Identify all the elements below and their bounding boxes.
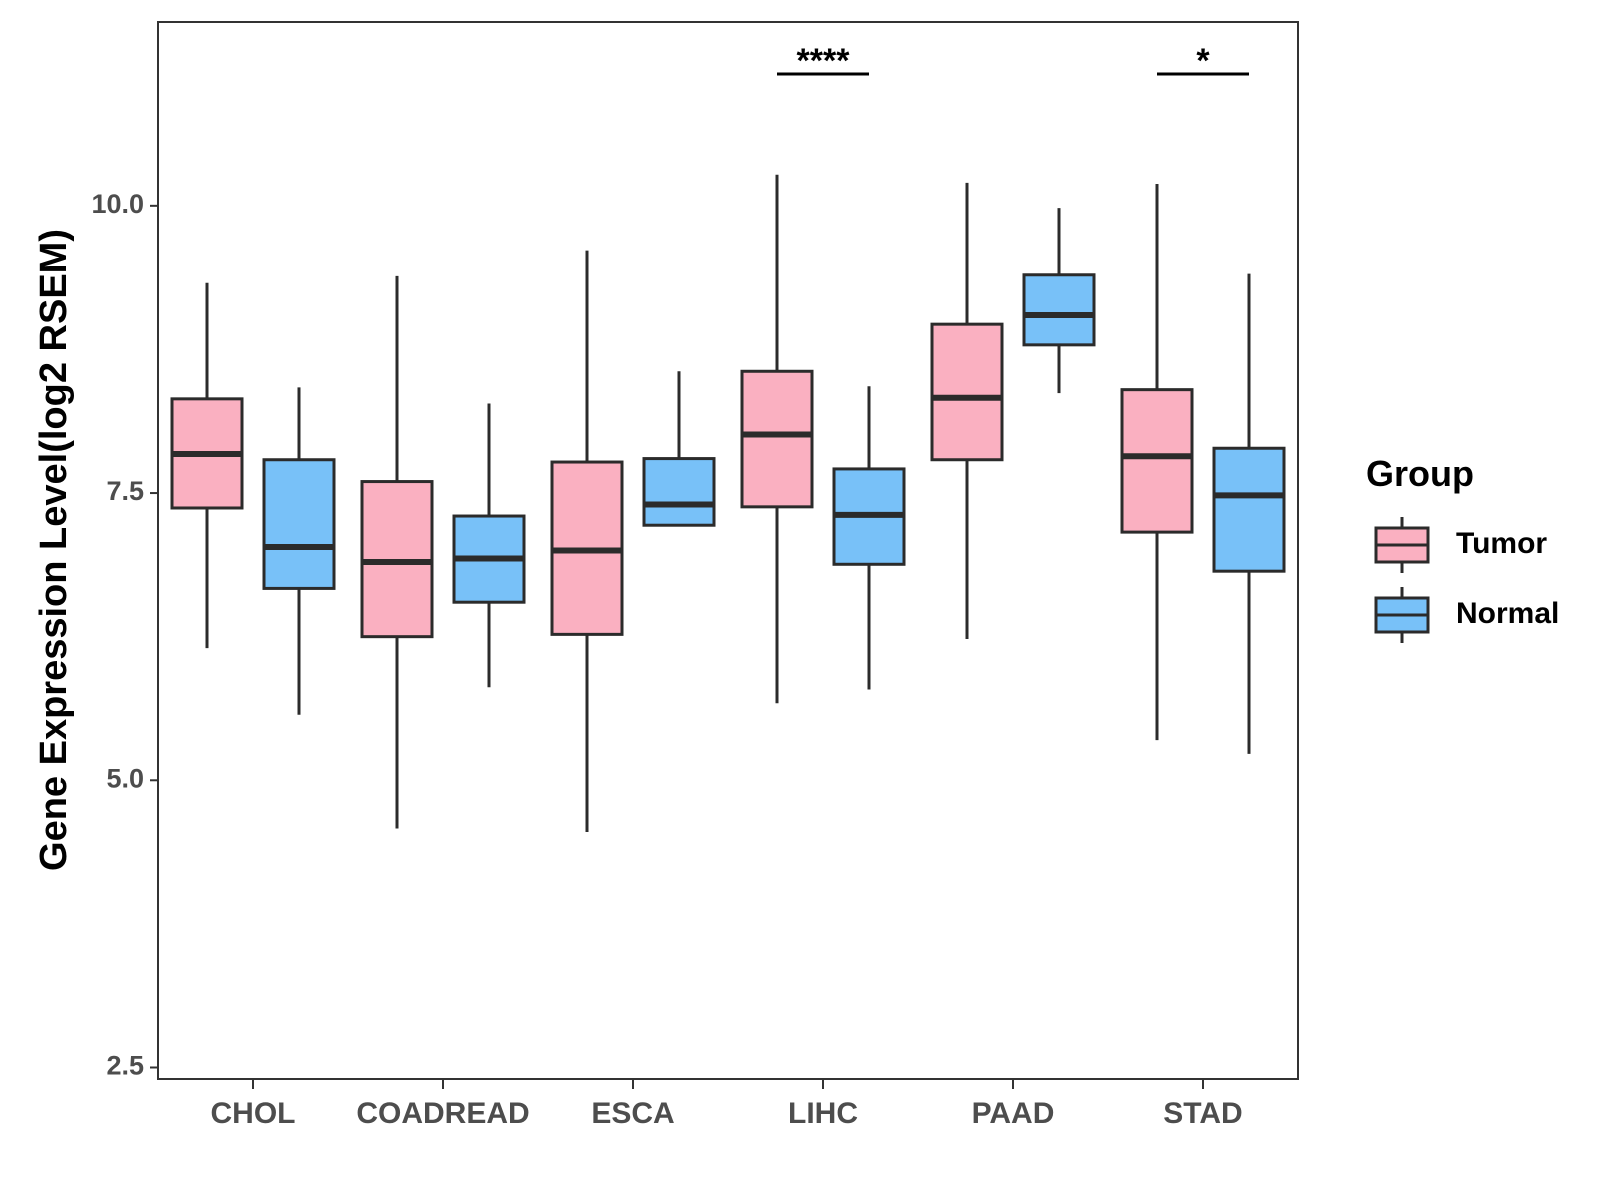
significance-label: **** <box>797 42 851 80</box>
box-iqr <box>262 458 336 590</box>
legend-key-tumor <box>1374 517 1430 573</box>
box-tumor-paad <box>930 182 1004 639</box>
legend-key-normal <box>1374 587 1430 643</box>
legend-title: Group <box>1366 453 1474 494</box>
box-normal-esca <box>642 371 716 527</box>
x-tick-label: COADREAD <box>356 1097 529 1130</box>
legend-label-normal: Normal <box>1456 597 1559 630</box>
box-normal-coadread <box>452 403 526 688</box>
box-tumor-chol <box>170 282 244 649</box>
box-normal-chol <box>262 387 336 715</box>
significance-label: * <box>1196 42 1210 80</box>
box-iqr <box>1212 446 1286 573</box>
box-normal-stad <box>1212 273 1286 754</box>
box-iqr <box>642 457 716 527</box>
x-tick-label: CHOL <box>211 1097 296 1130</box>
box-iqr <box>930 322 1004 462</box>
plot-marks <box>170 174 1286 832</box>
y-tick-label: 10.0 <box>91 189 144 219</box>
box-normal-paad <box>1022 208 1096 394</box>
legend-label-tumor: Tumor <box>1456 527 1547 560</box>
significance-annotations: **** * <box>777 42 1249 80</box>
box-normal-lihc <box>832 386 906 690</box>
plot-panel-border <box>157 21 1299 1080</box>
box-iqr <box>1120 388 1194 534</box>
y-tick-label: 2.5 <box>106 1051 144 1081</box>
x-tick-label: LIHC <box>788 1097 858 1130</box>
y-tick-label: 7.5 <box>106 476 144 506</box>
y-axis-title: Gene Expression Level(log2 RSEM) <box>33 229 75 871</box>
box-tumor-esca <box>550 250 624 832</box>
box-iqr <box>740 369 814 509</box>
box-tumor-coadread <box>360 275 434 829</box>
x-tick-label: ESCA <box>591 1097 674 1130</box>
box-iqr <box>1022 273 1096 347</box>
box-tumor-lihc <box>740 174 814 704</box>
box-tumor-stad <box>1120 183 1194 741</box>
x-tick-label: STAD <box>1163 1097 1242 1130</box>
y-tick-label: 5.0 <box>106 763 144 793</box>
x-tick-label: PAAD <box>972 1097 1055 1130</box>
axes: 2.5 5.0 7.5 10.0 CHOL COADREAD ESCA LIHC PAAD STA… <box>91 189 1242 1130</box>
legend: Group Tumor Normal <box>1366 453 1559 643</box>
